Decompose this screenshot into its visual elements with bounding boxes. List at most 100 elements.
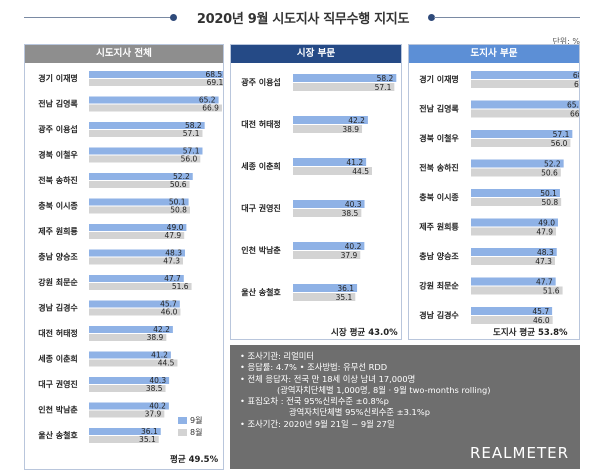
bar-aug: [293, 83, 395, 91]
bar-sep: [471, 307, 553, 315]
data-label: 47.9: [536, 228, 553, 237]
bar-sep: [89, 122, 205, 129]
bar-group: 대구 권영진 40.338.5: [241, 200, 365, 218]
bar-aug: [471, 257, 555, 265]
data-label: 47.7: [164, 274, 181, 283]
data-label: 56.0: [551, 139, 568, 148]
bar-aug: [89, 155, 201, 163]
category-label: 충남 양승조: [419, 251, 459, 261]
bar-group: 경북 이철우 57.156.0: [38, 147, 203, 164]
category-label: 전북 송하진: [419, 163, 459, 173]
bar-sep: [89, 351, 171, 359]
bar-aug: [471, 80, 579, 88]
legend-swatch-aug: [178, 429, 187, 436]
category-label: 인천 박남춘: [38, 405, 78, 415]
panel-all-average: 평균 49.5%: [170, 455, 219, 465]
data-label: 42.2: [348, 116, 365, 125]
info-line-respondents: • 전체 응답자: 전국 만 18세 이상 남녀 17,000명: [240, 373, 416, 384]
bar-sep: [89, 71, 223, 78]
survey-info-box: • 조사기관: 리얼미터 • 응답률: 4.7% • 조사방법: 유무선 RDD…: [230, 345, 580, 469]
category-label: 제주 원희룡: [419, 222, 459, 232]
chart-all: 경기 이재명 68.569.1전남 김영록 65.266.9광주 이용섭 58.257…: [38, 70, 223, 444]
bar-sep: [293, 284, 358, 292]
bar-group: 대구 권영진 40.338.5: [38, 376, 170, 393]
data-label: 68.5: [205, 70, 222, 79]
category-label: 경남 김경수: [419, 310, 459, 320]
category-label: 충북 이시종: [38, 201, 78, 211]
bar-aug: [293, 125, 363, 133]
bar-aug: [89, 79, 223, 86]
bar-sep: [89, 96, 219, 104]
bar-sep: [471, 71, 579, 79]
legend-label-aug: 8월: [190, 428, 203, 437]
category-label: 전남 김영록: [38, 99, 78, 109]
bar-group: 경기 이재명 68.569.1: [419, 71, 579, 89]
data-label: 49.0: [167, 223, 184, 232]
data-label: 40.2: [345, 242, 362, 251]
title-rule-left: [24, 17, 172, 18]
bar-aug: [471, 227, 557, 236]
bar-aug: [89, 385, 166, 392]
data-label: 37.9: [341, 251, 358, 260]
category-label: 강원 최문순: [419, 281, 459, 291]
bar-sep: [293, 74, 397, 82]
bar-sep: [89, 147, 203, 155]
panel-governor-header: 도지사 부문: [409, 45, 579, 63]
data-label: 38.5: [342, 209, 359, 218]
chart-mayor: 광주 이용섭 58.257.1 대전 허태정 42.238.9 세종 이춘희 41.244…: [241, 74, 397, 302]
bar-group: 전남 김영록 65.266.9: [38, 96, 222, 113]
bar-sep: [89, 249, 185, 257]
bar-group: 세종 이춘희 41.244.5: [241, 158, 372, 176]
data-label: 52.2: [544, 160, 561, 169]
bar-group: 경북 이철우 57.156.0: [419, 130, 573, 148]
legend: 9월 8월: [178, 415, 202, 439]
data-label: 57.1: [183, 147, 200, 156]
bar-aug: [89, 308, 181, 316]
bar-aug: [89, 359, 178, 367]
chart-title: 2020년 9월 시도지사 직무수행 지지도: [196, 12, 410, 27]
panel-all-header: 시도지사 전체: [25, 45, 223, 63]
info-line-error-detail: 광역자치단체별 95%신뢰수준 ±3.1%p: [289, 407, 430, 418]
data-label: 50.6: [541, 169, 558, 178]
data-label: 41.2: [151, 351, 168, 360]
info-line-response: • 응답률: 4.7% • 조사방법: 유무선 RDD: [240, 362, 388, 373]
bar-sep: [293, 242, 365, 250]
brand-logo: REALMETER: [470, 444, 569, 462]
info-line-agency: • 조사기관: 리얼미터: [240, 351, 315, 361]
bar-sep: [89, 428, 161, 435]
category-label: 세종 이춘희: [38, 354, 78, 364]
panel-mayor-average: 시장 평균 43.0%: [331, 328, 398, 338]
data-label: 50.6: [170, 180, 187, 189]
data-label: 69.1: [574, 80, 579, 89]
data-label: 40.3: [345, 200, 362, 209]
bar-group: 제주 원희룡 49.047.9: [38, 223, 187, 240]
bar-group: 충북 이시종 50.150.8: [38, 198, 190, 215]
bar-aug: [471, 139, 571, 147]
bar-sep: [89, 300, 180, 308]
bar-aug: [293, 209, 362, 217]
data-label: 46.0: [533, 316, 550, 325]
data-label: 36.1: [337, 284, 354, 293]
data-label: 58.2: [377, 74, 394, 83]
bar-aug: [89, 232, 185, 239]
data-label: 56.0: [181, 155, 198, 164]
category-label: 울산 송철호: [38, 430, 78, 440]
bar-sep: [293, 158, 367, 166]
bar-group: 충남 양승조 48.347.3: [38, 249, 185, 266]
bar-group: 제주 원희룡 49.047.9: [419, 218, 558, 237]
data-label: 69.1: [207, 78, 223, 87]
info-line-period: • 조사기간: 2020년 9월 21일 ~ 9월 27일: [240, 418, 395, 429]
unit-label: 단위: %: [552, 37, 580, 46]
title-dot-left: [170, 14, 177, 21]
category-label: 대전 허태정: [241, 119, 281, 129]
bar-sep: [471, 248, 557, 256]
bar-aug: [89, 436, 159, 443]
data-label: 41.2: [346, 158, 363, 167]
data-label: 42.2: [153, 325, 170, 334]
bar-group: 인천 박남춘 40.237.9: [38, 402, 169, 419]
bar-aug: [89, 283, 192, 290]
data-label: 47.9: [164, 231, 181, 240]
bar-sep: [89, 275, 184, 282]
bar-aug: [471, 168, 561, 177]
data-label: 57.1: [183, 129, 200, 138]
